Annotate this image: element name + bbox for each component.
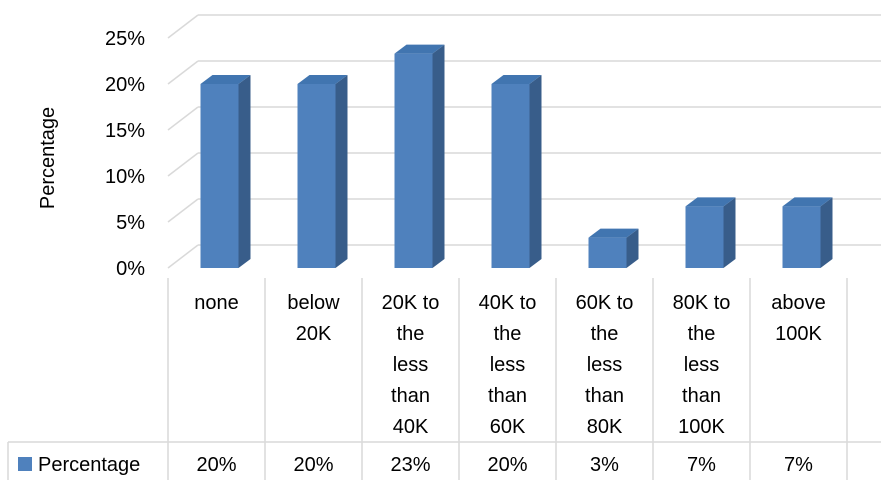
category-label-line: 20K to: [382, 292, 440, 314]
category-label-line: the: [397, 323, 425, 345]
gridline-diagonal: [167, 244, 199, 269]
category-label-line: 100K: [678, 416, 725, 438]
bar-front: [685, 206, 724, 268]
data-table: [7, 278, 881, 480]
category-label-line: none: [194, 292, 239, 314]
category-label: 20K to the less than 40K: [382, 292, 440, 438]
category-label-line: than: [682, 385, 721, 407]
category-label-line: 40K: [393, 416, 429, 438]
category-label-line: 60K: [490, 416, 526, 438]
bar-side: [723, 197, 736, 268]
gridline-diagonal: [167, 152, 199, 177]
category-label-line: than: [391, 385, 430, 407]
category-label-line: less: [587, 354, 623, 376]
data-table-value: 7%: [687, 454, 716, 476]
category-label-line: 20K: [296, 323, 332, 345]
category-label-line: 40K to: [479, 292, 537, 314]
bar-side: [335, 75, 348, 268]
bar: [297, 75, 348, 268]
gridline-diagonal: [167, 106, 199, 131]
y-axis-ticks: 0% 5% 10% 15% 20% 25%: [105, 28, 145, 280]
y-tick-label: 5%: [116, 212, 145, 234]
y-tick-label: 10%: [105, 166, 145, 188]
bar-top: [588, 228, 639, 238]
category-label-line: above: [771, 292, 826, 314]
bar-side: [432, 44, 445, 268]
bar: [685, 197, 736, 268]
bar: [394, 44, 445, 268]
category-label: below 20K: [287, 292, 340, 345]
gridline-diagonal: [167, 198, 199, 223]
y-tick-label: 15%: [105, 120, 145, 142]
bar: [491, 75, 542, 268]
category-label-line: 60K to: [576, 292, 634, 314]
bar-side: [529, 75, 542, 268]
gridline-diagonal: [167, 14, 199, 39]
bar: [782, 197, 833, 268]
category-label-line: less: [490, 354, 526, 376]
category-label-line: than: [585, 385, 624, 407]
y-tick-label: 20%: [105, 74, 145, 96]
data-table-value: 7%: [784, 454, 813, 476]
y-axis-label: Percentage: [37, 107, 59, 209]
gridline-diagonal: [167, 60, 199, 85]
bars: [200, 44, 833, 268]
category-label-line: less: [393, 354, 429, 376]
y-tick-label: 0%: [116, 258, 145, 280]
category-label-line: less: [684, 354, 720, 376]
bar-side: [820, 197, 833, 268]
category-label: above 100K: [771, 292, 826, 345]
data-table-value: 20%: [293, 454, 333, 476]
bar-front: [394, 53, 433, 268]
bar-top: [491, 75, 542, 84]
legend-swatch: [18, 457, 32, 471]
bar: [588, 228, 639, 268]
y-tick-label: 25%: [105, 28, 145, 50]
bar-front: [588, 237, 627, 268]
bar-front: [200, 84, 239, 268]
category-label-line: the: [688, 323, 716, 345]
data-table-values: 20% 20% 23% 20% 3% 7% 7%: [196, 454, 813, 476]
category-label: 80K to the less than 100K: [673, 292, 731, 438]
bar-top: [394, 44, 445, 54]
category-label-line: below: [287, 292, 340, 314]
data-table-value: 20%: [487, 454, 527, 476]
category-label-line: 80K: [587, 416, 623, 438]
bar-front: [297, 84, 336, 268]
bar-side: [238, 75, 251, 268]
data-table-value: 3%: [590, 454, 619, 476]
bar-top: [782, 197, 833, 207]
bar-top: [297, 75, 348, 84]
category-label-line: the: [494, 323, 522, 345]
bar-front: [782, 206, 821, 268]
data-table-value: 23%: [390, 454, 430, 476]
legend: Percentage: [18, 454, 140, 476]
category-labels: none below 20K 20K to the less than 40K 40K to th…: [194, 292, 826, 438]
category-label-line: 80K to: [673, 292, 731, 314]
category-label: 60K to the less than 80K: [576, 292, 634, 438]
category-label: none: [194, 292, 239, 314]
data-table-value: 20%: [196, 454, 236, 476]
category-label-line: 100K: [775, 323, 822, 345]
category-label-line: than: [488, 385, 527, 407]
bar-side: [626, 228, 639, 268]
bar-top: [200, 75, 251, 84]
category-label-line: the: [591, 323, 619, 345]
bar-front: [491, 84, 530, 268]
bar: [200, 75, 251, 268]
legend-label: Percentage: [38, 454, 140, 476]
category-label: 40K to the less than 60K: [479, 292, 537, 438]
bar-top: [685, 197, 736, 207]
